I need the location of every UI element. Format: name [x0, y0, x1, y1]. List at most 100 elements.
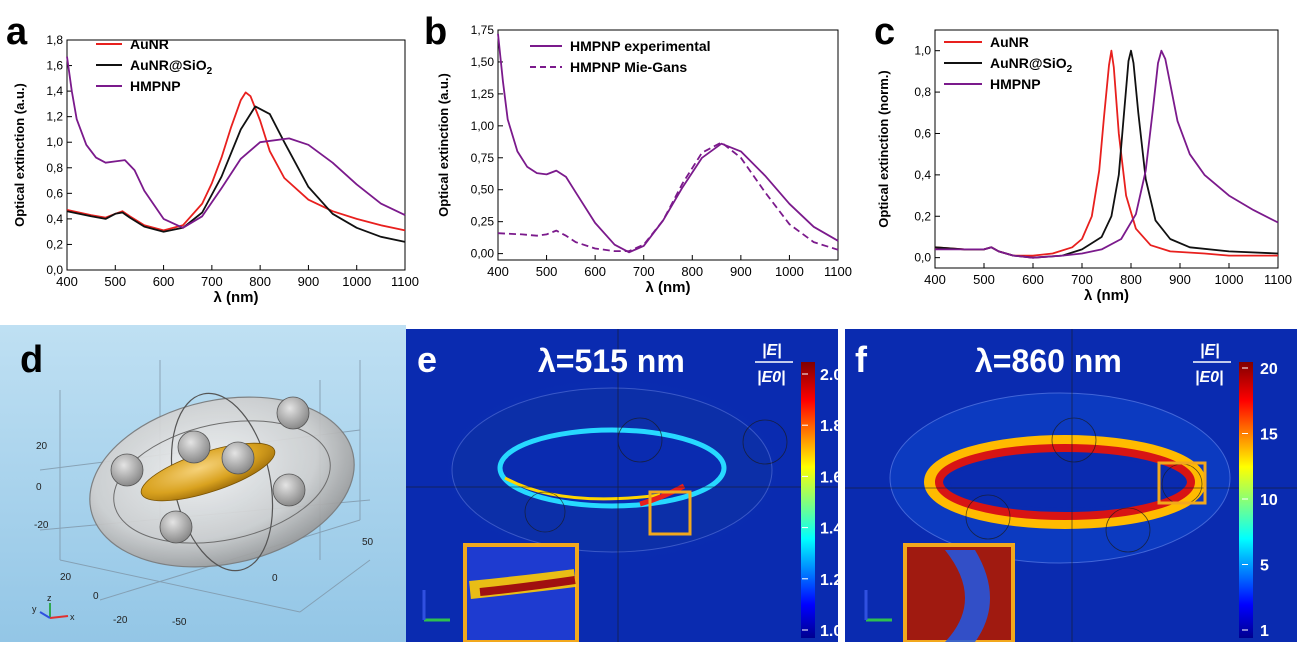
series-line-hmpnp-mie-gans: [497, 141, 839, 253]
x-tick-label: 1000: [775, 264, 804, 279]
x-tick-label: 500: [104, 274, 126, 289]
y-tick-label: 1,4: [46, 84, 63, 98]
f-colorbar-tick-label: 10: [1260, 492, 1278, 509]
e-mini-triad: [422, 590, 450, 622]
e-colorbar-tick-label: 1.4: [820, 521, 842, 538]
x-tick-label: 1100: [391, 274, 419, 289]
x-axis-label: λ (nm): [1084, 287, 1129, 304]
d-tick-bottom-20: 20: [60, 572, 72, 583]
shell-inner-outline: [113, 420, 331, 544]
y-tick-label: 0,6: [46, 186, 63, 200]
legend-label-hmpnp-mie-gans: HMPNP Mie-Gans: [570, 59, 687, 75]
y-tick-label: 1,0: [46, 135, 63, 149]
panel-label-b: b: [424, 11, 447, 53]
d-tick-bottom-neg20: -20: [113, 615, 128, 626]
x-tick-label: 600: [1022, 272, 1044, 287]
y-tick-label: 0,0: [46, 263, 63, 277]
f-title: λ=860 nm: [975, 343, 1122, 379]
x-tick-label: 600: [153, 274, 175, 289]
x-tick-label: 900: [730, 264, 752, 279]
e-hotspot: [639, 483, 686, 507]
legend-subscript: 2: [1067, 64, 1073, 75]
e-colorbar-tick-label: 1.8: [820, 418, 842, 435]
f-colorbar-tick-label: 15: [1260, 427, 1278, 444]
panel-d: 20 0 -20 20 0 -20 -50 0 50 z x y d: [0, 325, 406, 642]
e-colorbar-label-den: |E0|: [757, 369, 786, 386]
legend-label-hmpnp: HMPNP: [130, 78, 181, 94]
e-inset-hotspot-core: [479, 576, 576, 596]
x-tick-label: 900: [298, 274, 320, 289]
panel-f: f λ=860 nm |E| |E0| 20 15 10 5 1: [845, 329, 1297, 642]
f-guide-lines: [845, 329, 1297, 642]
x-tick-label: 700: [633, 264, 655, 279]
f-colorbar-label-den: |E0|: [1195, 369, 1224, 386]
legend-label-aunr-sio2: AuNR@SiO2: [990, 55, 1073, 75]
y-axis-label: Optical extinction (norm.): [876, 70, 891, 227]
series-line-aunr: [66, 91, 406, 232]
x-tick-label: 500: [536, 264, 558, 279]
legend-label-aunr: AuNR: [130, 36, 169, 52]
e-colorbar: [801, 362, 815, 638]
f-inset-gap: [945, 550, 990, 642]
series-line-hmpnp: [66, 56, 406, 229]
d-tick-bottom-neg50: -50: [172, 617, 187, 628]
f-colorbar-tick-label: 20: [1260, 361, 1278, 378]
y-tick-label: 1,6: [46, 59, 63, 73]
series-line-aunr-sio2: [66, 105, 406, 243]
panel-label-f: f: [855, 339, 868, 380]
y-tick-label: 1,0: [914, 44, 931, 58]
e-colorbar-tick-label: 2.0: [820, 367, 842, 384]
triad-z-label: z: [47, 593, 52, 603]
d-tick-left-20: 20: [36, 441, 48, 452]
x-tick-label: 600: [584, 264, 606, 279]
legend-label-hmpnp-experimental: HMPNP experimental: [570, 38, 711, 54]
chart-b: 400 500 600 700 800 900 1000 1100 0,00 0,25 0,50 0,…: [436, 23, 852, 296]
f-colorbar-tick-label: 5: [1260, 558, 1269, 575]
y-axis-label: Optical extinction (a.u.): [12, 83, 27, 227]
panel-d-axis-ticks: 20 0 -20 20 0 -20 -50 0 50: [34, 441, 374, 628]
d-tick-bottom-0: 0: [93, 591, 99, 602]
legend-label-aunr: AuNR: [990, 34, 1029, 50]
plot-frame-a: [66, 39, 406, 271]
panel-label-c: c: [874, 11, 895, 53]
y-tick-label: 0,2: [914, 209, 931, 223]
x-tick-label: 700: [1071, 272, 1093, 287]
y-tick-label: 0,75: [471, 151, 495, 165]
plot-frame-b: [497, 29, 839, 261]
x-tick-label: 800: [681, 264, 703, 279]
x-tick-label: 1100: [1264, 272, 1292, 287]
y-tick-label: 0,4: [46, 212, 63, 226]
x-tick-label: 500: [973, 272, 995, 287]
y-tick-label: 0,00: [471, 247, 495, 261]
f-colorbar-label-num: |E|: [1200, 342, 1220, 359]
y-tick-label: 0,50: [471, 183, 495, 197]
y-axis-label: Optical extinction (a.u.): [436, 73, 451, 217]
d-tick-bottom-50: 50: [362, 537, 374, 548]
e-colorbar-tick-label: 1.0: [820, 623, 842, 640]
d-tick-left-neg20: -20: [34, 520, 49, 531]
x-axis-label: λ (nm): [646, 279, 691, 296]
d-tick-bottom-0b: 0: [272, 573, 278, 584]
plot-frame-c: [934, 29, 1279, 269]
y-tick-label: 0,8: [914, 85, 931, 99]
f-colorbar: [1239, 362, 1253, 638]
y-tick-label: 1,75: [471, 23, 495, 37]
f-core-fill: [950, 456, 1180, 508]
e-title: λ=515 nm: [538, 343, 685, 379]
y-tick-label: 0,4: [914, 168, 931, 182]
e-hotspot-rim: [504, 476, 661, 501]
chart-c: 400 500 600 700 800 900 1000 1100 0,0 0,2 0,4 0,6 0,…: [876, 29, 1292, 304]
series-line-hmpnp: [935, 49, 1279, 259]
x-tick-label: 400: [56, 274, 78, 289]
y-tick-label: 0,0: [914, 251, 931, 265]
y-tick-label: 0,8: [46, 161, 63, 175]
panel-d-axis-triad: z x y: [32, 593, 75, 622]
e-colorbar-tick-label: 1.6: [820, 469, 842, 486]
series-line-hmpnp-experimental: [497, 33, 839, 254]
triad-y-label: y: [32, 604, 37, 614]
chart-a: 400 500 600 700 800 900 1000 1100 0,0 0,2 0,4 0,6 0,…: [12, 33, 419, 306]
x-tick-label: 800: [1120, 272, 1142, 287]
e-zoom-box: [648, 490, 692, 536]
x-tick-label: 400: [487, 264, 509, 279]
